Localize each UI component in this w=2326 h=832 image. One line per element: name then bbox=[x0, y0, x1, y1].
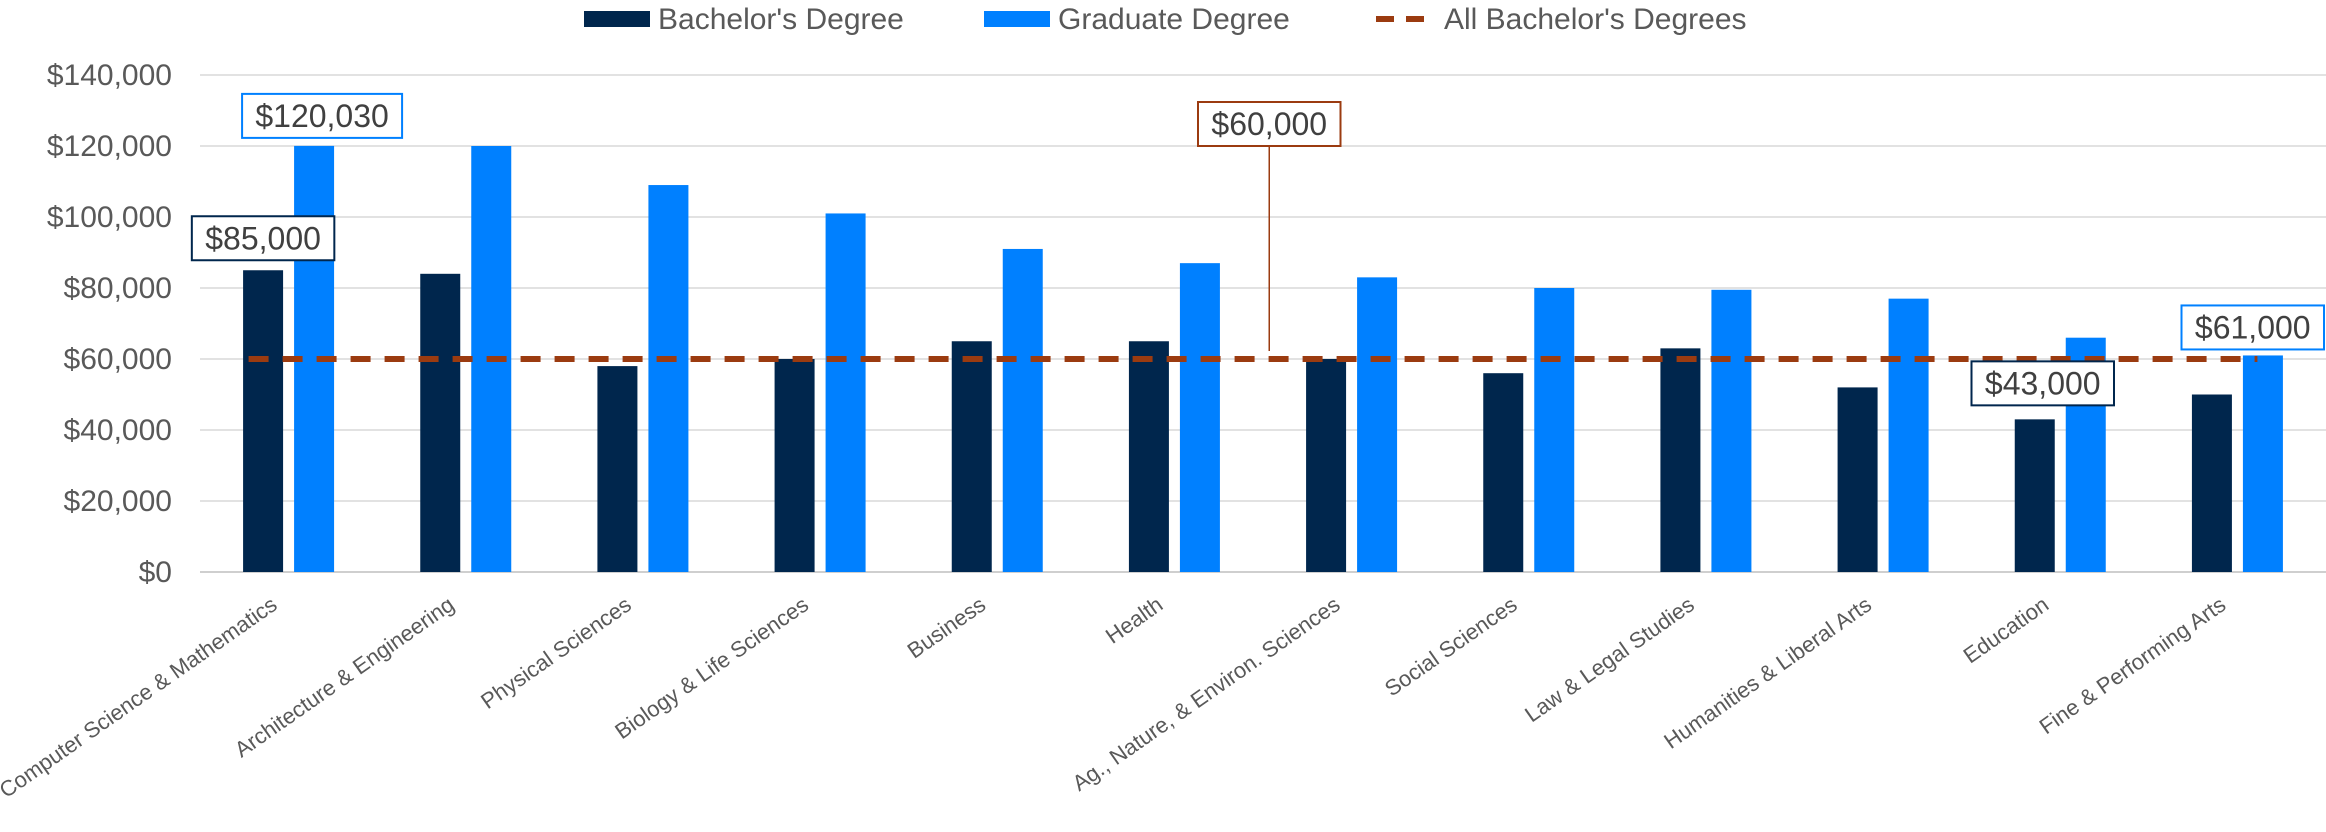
legend-swatch-bachelor bbox=[584, 11, 650, 27]
graduate-bar bbox=[1002, 248, 1043, 572]
bachelor-bar bbox=[2191, 394, 2232, 572]
y-axis: $0 $20,000 $40,000 $60,000 $80,000 $100,000 $1… bbox=[47, 59, 172, 589]
category-label: Physical Sciences bbox=[476, 592, 636, 714]
bachelor-bar bbox=[1128, 341, 1169, 572]
callout-box bbox=[2180, 304, 2325, 351]
graduate-bar bbox=[1357, 277, 1398, 572]
graduate-bar bbox=[825, 213, 866, 572]
y-tick-label: $100,000 bbox=[47, 201, 172, 234]
category-label: Business bbox=[903, 592, 990, 664]
bachelor-bar bbox=[243, 270, 284, 572]
legend: Bachelor's Degree Graduate Degree All Bach… bbox=[584, 3, 1747, 36]
y-tick-label: $20,000 bbox=[64, 485, 172, 518]
bachelor-bar bbox=[1483, 373, 1524, 572]
graduate-bar bbox=[1534, 288, 1575, 572]
bachelor-bar bbox=[597, 366, 638, 572]
gridlines bbox=[200, 74, 2326, 573]
graduate-bar bbox=[648, 185, 689, 573]
legend-label-graduate: Graduate Degree bbox=[1058, 3, 1290, 36]
y-tick-label: $80,000 bbox=[64, 272, 172, 305]
legend-swatch-graduate bbox=[984, 11, 1050, 27]
legend-label-bachelor: Bachelor's Degree bbox=[658, 3, 904, 36]
callouts: $120,030 $85,000 $60,000 $43,000 $61,000 bbox=[190, 92, 2325, 407]
graduate-bar bbox=[2242, 355, 2283, 572]
category-label: Law & Legal Studies bbox=[1520, 592, 1699, 728]
callout-label: $120,030 bbox=[255, 98, 388, 134]
category-label: Fine & Performing Arts bbox=[2035, 592, 2231, 739]
y-tick-label: $0 bbox=[139, 556, 172, 589]
callout-label: $85,000 bbox=[205, 220, 321, 256]
category-label: Education bbox=[1959, 592, 2054, 669]
y-tick-label: $120,000 bbox=[47, 130, 172, 163]
callout-label: $43,000 bbox=[1985, 365, 2101, 401]
callout-box bbox=[1970, 360, 2115, 407]
callout-box bbox=[1197, 101, 1342, 147]
callout-box bbox=[190, 215, 336, 262]
graduate-bar bbox=[1888, 298, 1929, 572]
bachelor-bar bbox=[1306, 359, 1347, 572]
bachelor-bar bbox=[774, 359, 815, 572]
callout-label: $60,000 bbox=[1211, 106, 1327, 142]
callout-box bbox=[241, 92, 404, 139]
y-tick-label: $40,000 bbox=[64, 414, 172, 447]
y-tick-label: $60,000 bbox=[64, 343, 172, 376]
legend-label-reference: All Bachelor's Degrees bbox=[1444, 3, 1747, 36]
bachelor-bar bbox=[420, 273, 461, 572]
bachelor-bar bbox=[2014, 419, 2055, 572]
graduate-bar bbox=[1179, 263, 1220, 572]
y-tick-label: $140,000 bbox=[47, 59, 172, 92]
callout-label: $61,000 bbox=[2195, 309, 2311, 345]
category-label: Social Sciences bbox=[1380, 592, 1522, 702]
bachelor-bar bbox=[1837, 387, 1878, 572]
category-label: Computer Science & Mathematics bbox=[0, 592, 281, 803]
bachelor-bar bbox=[1660, 348, 1701, 572]
graduate-bar bbox=[1711, 289, 1752, 572]
category-label: Health bbox=[1101, 592, 1167, 649]
x-axis: Computer Science & MathematicsArchitectu… bbox=[0, 592, 2230, 803]
bachelor-bar bbox=[951, 341, 992, 572]
category-label: Biology & Life Sciences bbox=[610, 592, 813, 744]
